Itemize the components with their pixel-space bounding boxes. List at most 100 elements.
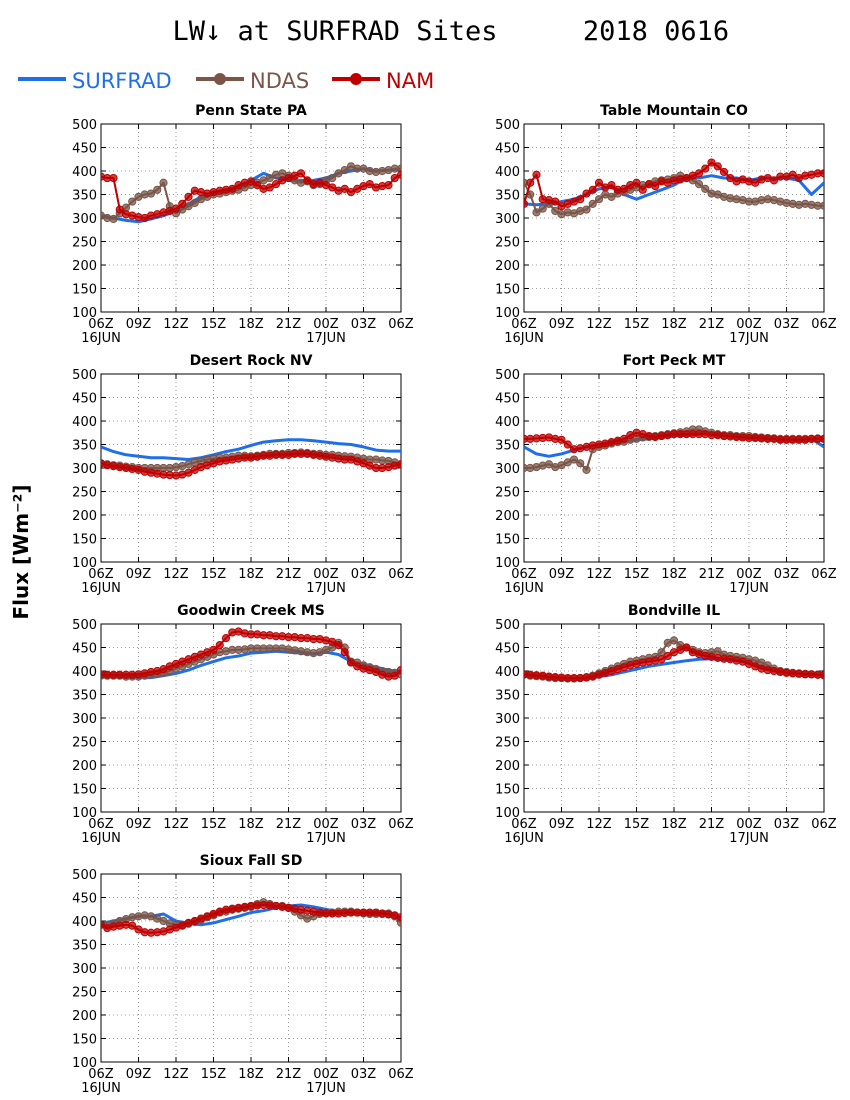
y-tick-label: 400: [72, 915, 97, 930]
panel-table-mountain-co: Table Mountain CO 100 150 200 250 300 350 400 45…: [495, 103, 837, 346]
data-point-nam: [751, 178, 760, 187]
y-tick-label: 150: [72, 783, 97, 798]
x-tick-label: 06Z: [811, 317, 837, 332]
x-tick-label: 12Z: [586, 317, 612, 332]
data-point-ndas: [538, 204, 547, 213]
x-tick-label: 21Z: [699, 317, 725, 332]
y-tick-label: 100: [72, 806, 97, 821]
data-point-nam: [819, 169, 824, 178]
x-tick-label: 18Z: [661, 817, 687, 832]
y-tick-label: 100: [72, 1056, 97, 1071]
data-point-ndas: [153, 185, 162, 194]
panel-title: Fort Peck MT: [623, 353, 726, 369]
legend-label-nam: NAM: [386, 69, 434, 93]
x-tick-label: 12Z: [586, 817, 612, 832]
x-tick-label: 15Z: [201, 817, 227, 832]
y-tick-label: 300: [495, 462, 520, 477]
data-point-nam: [551, 197, 560, 206]
data-point-nam: [694, 169, 704, 178]
panels-group: Penn State PA 100 150 200 250 300 350 400 450 500…: [72, 103, 837, 1096]
data-point-nam: [396, 460, 401, 469]
y-tick-label: 350: [495, 439, 520, 454]
x-tick-label: 15Z: [624, 567, 650, 582]
data-point-ndas: [819, 201, 824, 210]
y-tick-label: 500: [72, 118, 97, 133]
x-tick-label: 00Z: [736, 567, 762, 582]
date-label: 17JUN: [306, 831, 346, 846]
y-tick-label: 350: [72, 939, 97, 954]
y-tick-label: 500: [72, 868, 97, 883]
y-tick-label: 250: [72, 486, 97, 501]
x-tick-label: 15Z: [201, 567, 227, 582]
y-tick-label: 350: [495, 189, 520, 204]
legend-marker-nam: [350, 73, 362, 85]
series-group: [524, 425, 824, 474]
data-point-nam: [384, 181, 393, 190]
y-tick-label: 400: [72, 165, 97, 180]
data-point-nam: [365, 180, 374, 189]
y-tick-label: 200: [72, 1009, 97, 1024]
y-tick-label: 300: [495, 212, 520, 227]
data-point-nam: [607, 181, 616, 190]
y-tick-label: 400: [72, 665, 97, 680]
y-tick-label: 200: [495, 759, 520, 774]
y-tick-label: 450: [495, 142, 520, 157]
data-point-nam: [334, 641, 343, 650]
y-tick-label: 350: [495, 689, 520, 704]
y-tick-label: 250: [495, 236, 520, 251]
date-label: 16JUN: [81, 331, 121, 346]
data-point-nam: [115, 205, 124, 214]
y-tick-label: 250: [495, 736, 520, 751]
x-tick-label: 06Z: [388, 817, 414, 832]
data-point-nam: [221, 634, 231, 643]
x-tick-label: 06Z: [88, 1067, 114, 1082]
data-point-nam: [526, 178, 535, 187]
x-tick-label: 18Z: [661, 567, 687, 582]
panel-goodwin-creek-ms: Goodwin Creek MS 100 150 200 250 300 350 400 450…: [72, 603, 414, 846]
series-group: [101, 627, 401, 681]
data-point-nam: [271, 180, 281, 189]
y-tick-label: 350: [72, 689, 97, 704]
x-tick-label: 03Z: [351, 567, 377, 582]
x-tick-label: 12Z: [163, 1067, 189, 1082]
data-point-nam: [328, 183, 337, 192]
x-tick-label: 06Z: [388, 567, 414, 582]
data-point-nam: [682, 643, 691, 652]
y-tick-label: 250: [495, 486, 520, 501]
x-tick-label: 21Z: [699, 567, 725, 582]
y-tick-label: 150: [72, 1033, 97, 1048]
data-point-ndas: [576, 459, 585, 468]
data-point-nam: [563, 440, 572, 449]
data-point-nam: [178, 199, 187, 208]
date-label: 17JUN: [306, 581, 346, 596]
figure-date: 2018 0616: [583, 16, 729, 47]
series-line-surfrad: [101, 438, 401, 461]
data-point-nam: [396, 913, 401, 922]
x-tick-label: 09Z: [549, 817, 575, 832]
y-tick-label: 450: [72, 892, 97, 907]
y-tick-label: 200: [72, 259, 97, 274]
date-label: 17JUN: [729, 581, 769, 596]
series-group: [101, 438, 401, 480]
x-tick-label: 06Z: [88, 817, 114, 832]
panel-title: Sioux Fall SD: [200, 853, 303, 869]
y-tick-label: 150: [72, 283, 97, 298]
panel-title: Table Mountain CO: [600, 103, 748, 119]
x-tick-label: 06Z: [811, 567, 837, 582]
y-tick-label: 200: [495, 259, 520, 274]
x-tick-label: 21Z: [276, 317, 302, 332]
x-tick-label: 03Z: [351, 817, 377, 832]
y-tick-label: 400: [495, 415, 520, 430]
data-point-nam: [576, 195, 585, 204]
y-tick-label: 350: [72, 189, 97, 204]
x-tick-label: 18Z: [238, 567, 264, 582]
x-tick-label: 00Z: [736, 817, 762, 832]
data-point-ndas: [588, 199, 597, 208]
data-point-ndas: [594, 195, 604, 204]
series-group: [101, 162, 401, 224]
date-label: 17JUN: [729, 831, 769, 846]
x-tick-label: 00Z: [736, 317, 762, 332]
y-tick-label: 450: [495, 642, 520, 657]
data-point-nam: [632, 178, 641, 187]
